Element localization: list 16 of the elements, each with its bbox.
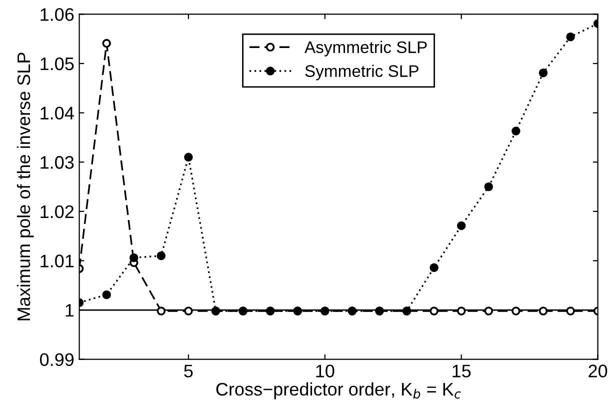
y-tick-label: 1 bbox=[66, 304, 74, 317]
y-tick-label: 1.06 bbox=[40, 8, 74, 21]
x-tick-label: 20 bbox=[588, 364, 608, 378]
x-tick-label: 15 bbox=[452, 364, 471, 378]
y-tick-label: 1.03 bbox=[40, 156, 74, 169]
legend-label: Asymmetric SLP bbox=[304, 40, 427, 56]
y-tick-label: 1.01 bbox=[40, 254, 74, 268]
x-axis-title: Cross−predictor order, K$_{b}$ = K$_{c}$ bbox=[216, 382, 461, 400]
y-tick-label: 1.05 bbox=[40, 57, 74, 70]
y-tick-label: 0.99 bbox=[40, 353, 74, 366]
x-tick-label: 10 bbox=[316, 364, 334, 378]
legend-label: Symmetric SLP bbox=[305, 64, 418, 80]
x-tick-label: 5 bbox=[184, 364, 193, 378]
y-tick-label: 1.04 bbox=[40, 106, 74, 120]
y-axis-title: Maximum pole of the inverse SLP bbox=[16, 52, 34, 320]
y-tick-label: 1.02 bbox=[40, 205, 74, 218]
